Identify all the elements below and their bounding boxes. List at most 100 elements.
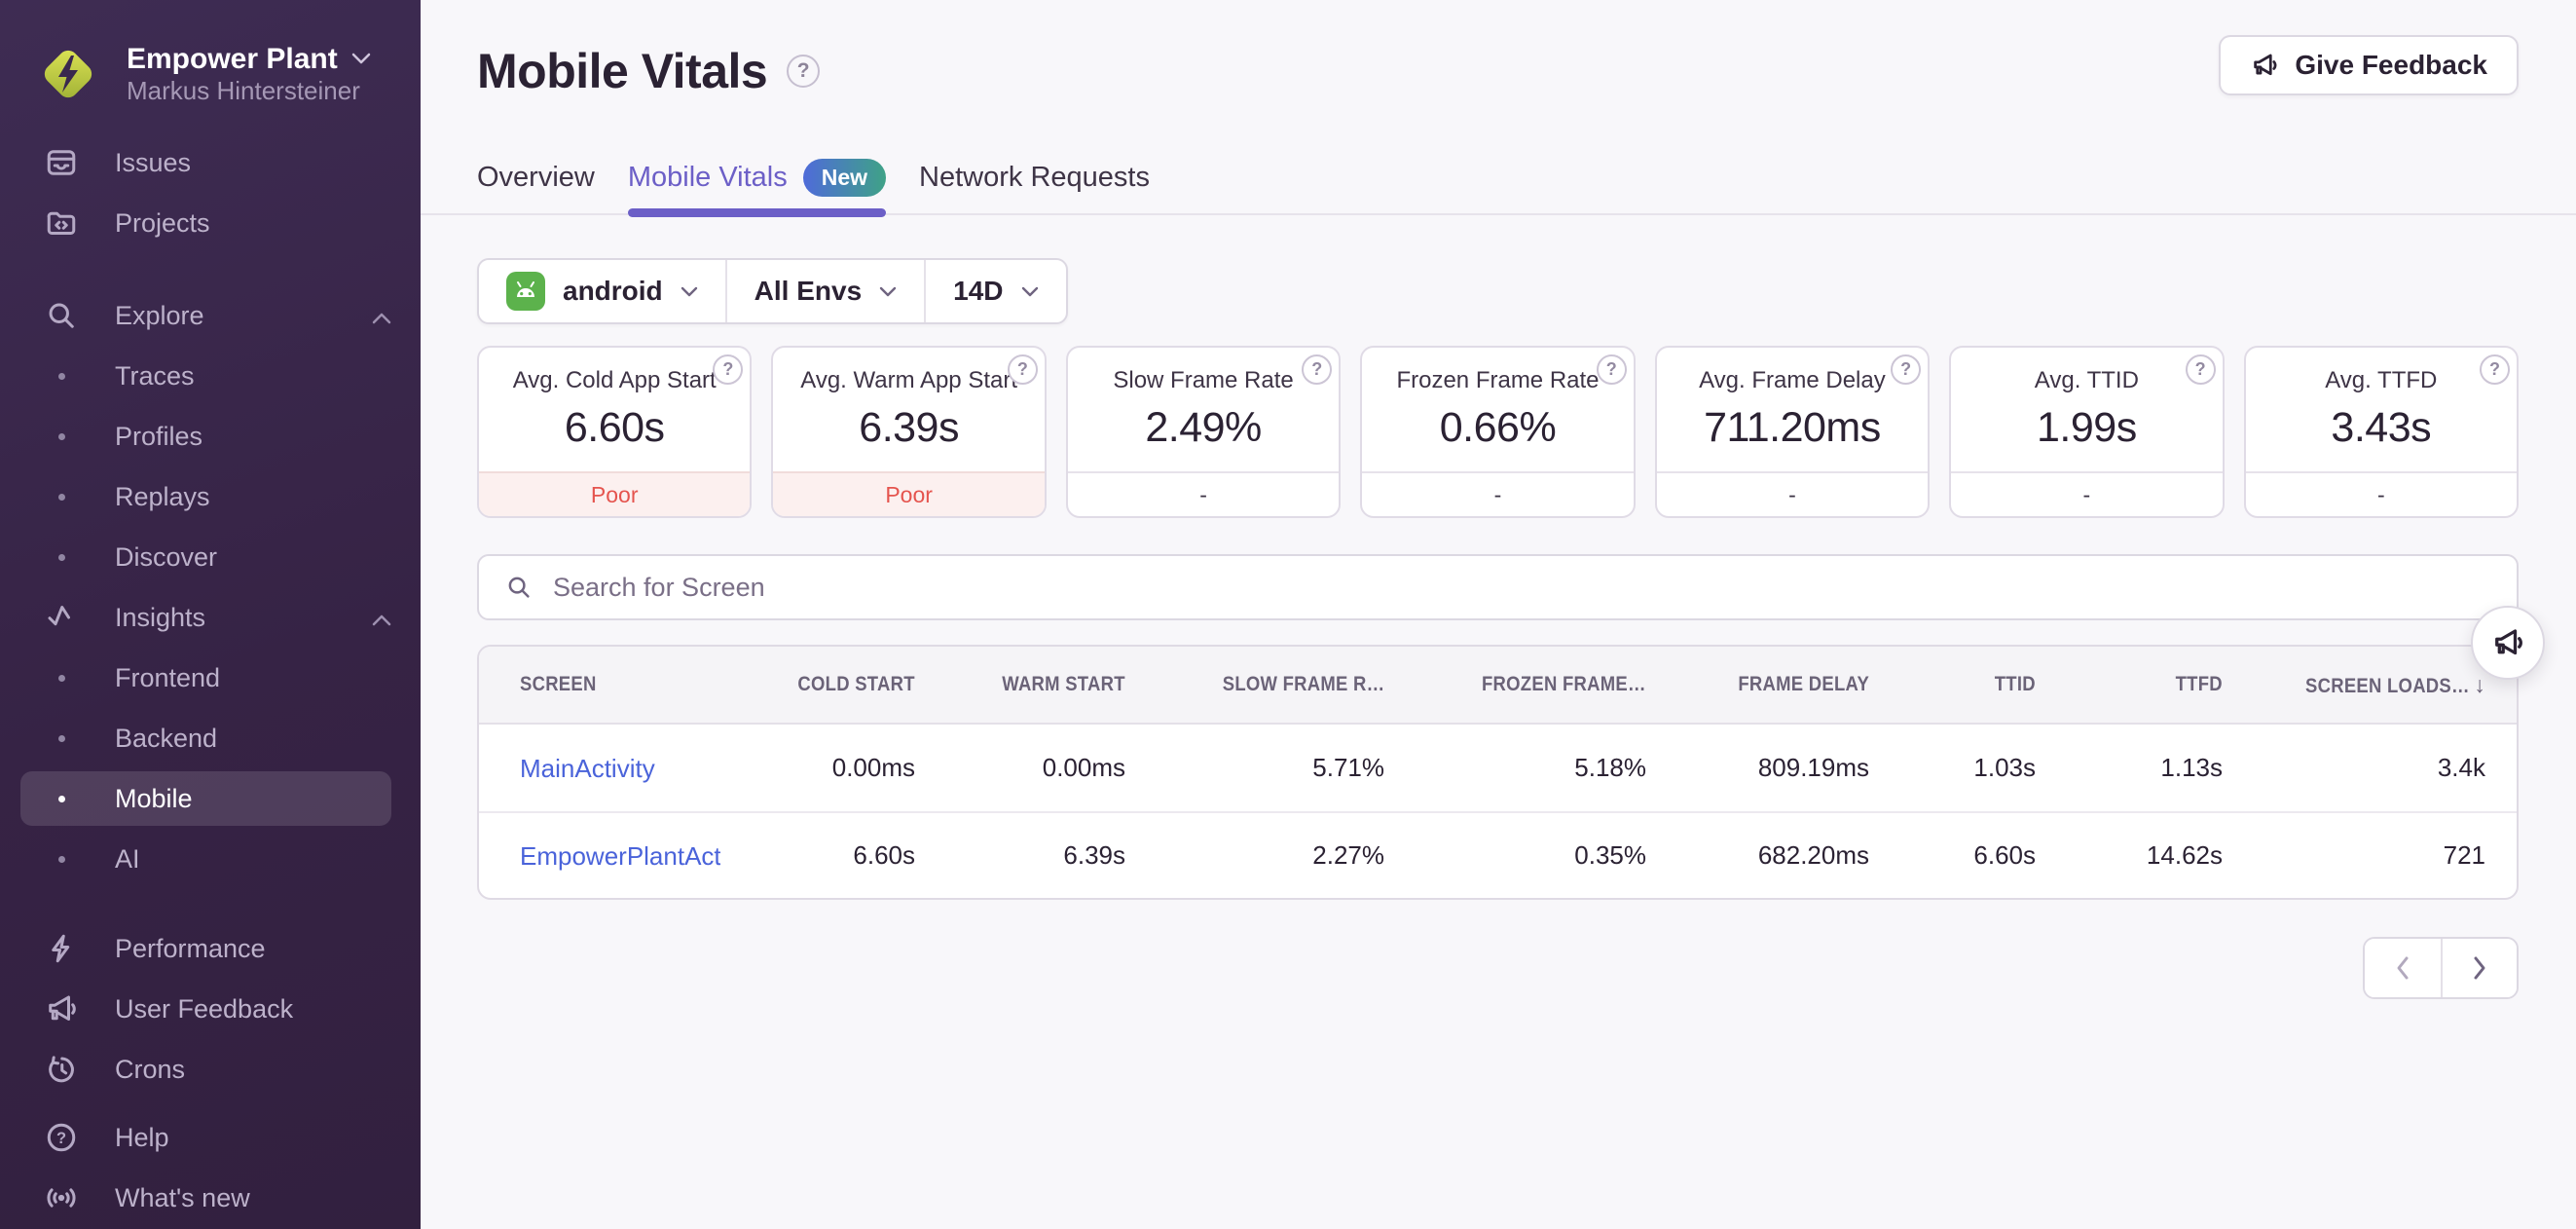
sidebar-item-user-feedback[interactable]: User Feedback [0, 979, 421, 1039]
status-badge: Poor [479, 471, 751, 516]
tab-mobile-vitals[interactable]: Mobile Vitals New [627, 142, 887, 217]
bullet-icon [43, 493, 80, 501]
screens-table: SCREEN COLD START WARM START SLOW FRAME … [477, 645, 2519, 900]
search-input[interactable] [553, 572, 2491, 603]
sidebar-item-ai[interactable]: AI [0, 829, 421, 889]
vital-card-slow-frame-rate: ? Slow Frame Rate 2.49% - [1065, 346, 1342, 518]
card-title: Avg. TTFD [2325, 367, 2438, 393]
megaphone-icon [2495, 629, 2522, 655]
sidebar-item-projects[interactable]: Projects [0, 193, 421, 253]
nav-spacer [0, 889, 421, 918]
sidebar-item-label: Replays [115, 481, 210, 511]
cell-cold-start: 0.00ms [831, 753, 915, 782]
previous-page-button[interactable] [2365, 939, 2441, 997]
page-help-icon[interactable]: ? [787, 55, 821, 88]
vital-card-cold-app-start: ? Avg. Cold App Start 6.60s Poor [477, 346, 753, 518]
sidebar-item-label: Performance [115, 933, 266, 963]
column-header-screen-loads[interactable]: SCREEN LOADS… ↓ [2305, 671, 2485, 697]
screen-link[interactable]: MainActivity [520, 753, 655, 783]
org-logo-icon [33, 39, 103, 109]
status-badge: - [1362, 471, 1634, 516]
card-title: Avg. Warm App Start [800, 367, 1017, 393]
sidebar-item-issues[interactable]: Issues [0, 132, 421, 193]
insights-icon [43, 600, 80, 635]
help-icon[interactable]: ? [2479, 354, 2510, 385]
broadcast-icon [43, 1180, 80, 1215]
chevron-down-icon [1021, 286, 1038, 296]
clock-history-icon [43, 1052, 80, 1087]
tab-bar: Overview Mobile Vitals New Network Reque… [421, 142, 2576, 217]
sidebar-item-backend[interactable]: Backend [0, 708, 421, 768]
sidebar-item-label: User Feedback [115, 993, 294, 1024]
table-row: MainActivity 0.00ms 0.00ms 5.71% 5.18% 8… [479, 725, 2517, 811]
card-value: 1.99s [2037, 404, 2137, 451]
cell-slow-frames: 2.27% [1312, 840, 1384, 870]
sidebar-item-traces[interactable]: Traces [0, 346, 421, 406]
cell-screen-loads: 3.4k [2437, 753, 2485, 782]
sidebar-item-help[interactable]: ? Help [0, 1107, 421, 1168]
tab-network-requests[interactable]: Network Requests [919, 162, 1150, 193]
help-icon[interactable]: ? [1007, 354, 1038, 385]
help-icon[interactable]: ? [1596, 354, 1627, 385]
screen-link[interactable]: EmpowerPlantActivity [520, 840, 720, 871]
floating-feedback-button[interactable] [2471, 606, 2545, 680]
chevron-down-icon [351, 53, 370, 64]
give-feedback-button[interactable]: Give Feedback [2219, 35, 2519, 95]
org-switcher[interactable]: Empower Plant Markus Hintersteiner [0, 0, 421, 109]
vitals-cards: ? Avg. Cold App Start 6.60s Poor ? Avg. … [477, 346, 2519, 518]
sidebar-item-whats-new[interactable]: What's new [0, 1168, 421, 1228]
sidebar-item-insights[interactable]: Insights [0, 587, 421, 648]
sort-desc-icon: ↓ [2474, 671, 2485, 697]
column-header-frame-delay[interactable]: FRAME DELAY [1738, 673, 1869, 695]
column-header-ttid[interactable]: TTID [1994, 673, 2036, 695]
chevron-up-icon [372, 301, 391, 331]
sidebar-item-profiles[interactable]: Profiles [0, 406, 421, 466]
svg-text:?: ? [56, 1130, 66, 1147]
filter-bar: android All Envs 14D [477, 258, 1068, 324]
sidebar: Empower Plant Markus Hintersteiner Issue… [0, 0, 421, 1229]
sidebar-item-frontend[interactable]: Frontend [0, 648, 421, 708]
cell-frame-delay: 809.19ms [1757, 753, 1869, 782]
sidebar-item-label: Traces [115, 360, 195, 391]
help-icon: ? [43, 1120, 80, 1155]
main-content: Mobile Vitals ? Give Feedback Overview M… [421, 0, 2576, 1229]
sidebar-item-mobile[interactable]: Mobile [0, 768, 421, 829]
sidebar-item-label: Explore [115, 300, 204, 330]
search-icon [43, 298, 80, 333]
screen-search [477, 554, 2519, 620]
status-badge: - [2245, 471, 2517, 516]
help-icon[interactable]: ? [2185, 354, 2216, 385]
next-page-button[interactable] [2441, 939, 2517, 997]
sidebar-item-crons[interactable]: Crons [0, 1039, 421, 1099]
bullet-icon [43, 432, 80, 440]
tab-overview[interactable]: Overview [477, 162, 595, 193]
date-range-filter[interactable]: 14D [924, 260, 1065, 322]
sidebar-item-discover[interactable]: Discover [0, 527, 421, 587]
column-header-warm-start[interactable]: WARM START [1002, 673, 1125, 695]
megaphone-icon [43, 991, 80, 1026]
column-header-screen[interactable]: SCREEN [520, 673, 597, 695]
org-text: Empower Plant Markus Hintersteiner [127, 43, 371, 106]
column-header-frozen-frame-rate[interactable]: FROZEN FRAME… [1482, 673, 1646, 695]
status-badge: - [1067, 471, 1340, 516]
sidebar-item-performance[interactable]: Performance [0, 918, 421, 979]
bullet-icon [43, 553, 80, 561]
help-icon[interactable]: ? [1302, 354, 1333, 385]
help-icon[interactable]: ? [713, 354, 744, 385]
column-header-ttfd[interactable]: TTFD [2175, 673, 2223, 695]
table-row: EmpowerPlantActivity 6.60s 6.39s 2.27% 0… [479, 811, 2517, 898]
environment-filter[interactable]: All Envs [724, 260, 924, 322]
bullet-icon [43, 734, 80, 742]
cell-warm-start: 0.00ms [1042, 753, 1125, 782]
column-header-slow-frame-rate[interactable]: SLOW FRAME R… [1222, 673, 1384, 695]
nav-spacer [0, 253, 421, 285]
help-icon[interactable]: ? [1891, 354, 1922, 385]
project-filter[interactable]: android [479, 260, 725, 322]
sidebar-item-label: Projects [115, 207, 210, 238]
give-feedback-label: Give Feedback [2295, 50, 2487, 80]
sidebar-item-explore[interactable]: Explore [0, 285, 421, 346]
sidebar-item-replays[interactable]: Replays [0, 466, 421, 527]
chevron-down-icon [681, 286, 697, 296]
column-header-cold-start[interactable]: COLD START [797, 673, 915, 695]
vital-card-frame-delay: ? Avg. Frame Delay 711.20ms - [1654, 346, 1931, 518]
